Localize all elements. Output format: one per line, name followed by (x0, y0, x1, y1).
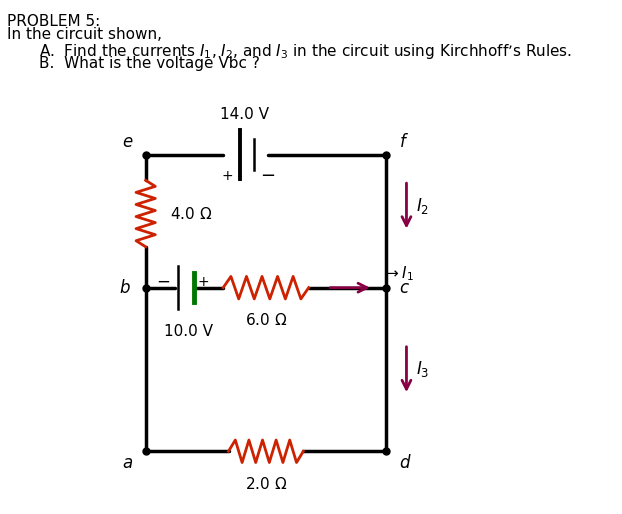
Text: 6.0 $\Omega$: 6.0 $\Omega$ (245, 312, 287, 328)
Text: PROBLEM 5:: PROBLEM 5: (7, 14, 100, 29)
Text: a: a (122, 454, 132, 472)
Text: c: c (399, 279, 409, 297)
Text: e: e (122, 133, 132, 151)
Text: $I_2$: $I_2$ (416, 196, 429, 216)
Text: b: b (119, 279, 129, 297)
Text: B.  What is the voltage Vbc ?: B. What is the voltage Vbc ? (39, 56, 259, 71)
Text: $\rightarrow I_1$: $\rightarrow I_1$ (384, 264, 414, 283)
Text: 2.0 $\Omega$: 2.0 $\Omega$ (245, 476, 287, 492)
Text: +: + (198, 274, 209, 288)
Text: −: − (156, 272, 170, 290)
Text: 4.0 $\Omega$: 4.0 $\Omega$ (170, 206, 212, 222)
Text: d: d (399, 454, 410, 472)
Text: $I_3$: $I_3$ (416, 359, 429, 379)
Text: +: + (221, 169, 233, 183)
Text: 14.0 V: 14.0 V (220, 106, 269, 121)
Text: 10.0 V: 10.0 V (164, 324, 213, 339)
Text: A.  Find the currents $I_1$, $I_2$, and $I_3$ in the circuit using Kirchhoff’s R: A. Find the currents $I_1$, $I_2$, and $… (39, 42, 572, 61)
Text: In the circuit shown,: In the circuit shown, (7, 27, 162, 42)
Text: −: − (260, 167, 275, 185)
Text: f: f (399, 133, 406, 151)
